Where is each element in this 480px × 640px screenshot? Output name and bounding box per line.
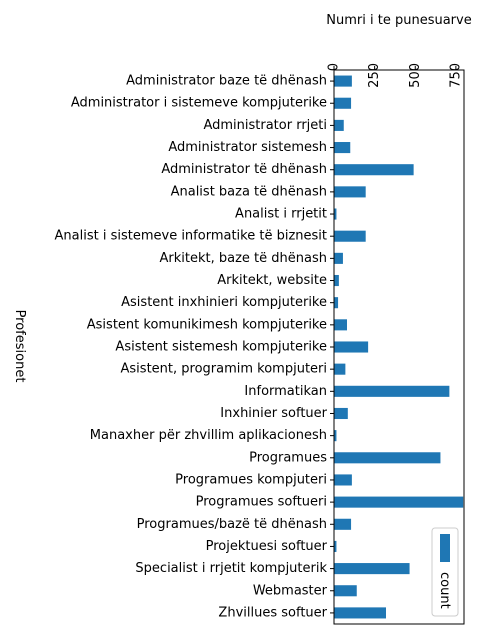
x-tick-label: 750: [448, 63, 463, 88]
legend-swatch: [440, 534, 450, 562]
y-tick-label: Projektuesi softuer: [206, 539, 328, 554]
x-tick-label: 250: [367, 63, 382, 88]
y-tick-label: Informatikan: [244, 384, 327, 399]
bar: [334, 430, 337, 442]
bar: [334, 186, 366, 198]
y-tick-label: Administrator baze të dhënash: [126, 74, 327, 89]
y-tick-label: Arkitekt, baze të dhënash: [160, 251, 327, 266]
y-tick-label: Administrator i sistemeve kompjuterike: [71, 96, 327, 111]
bar: [334, 164, 414, 176]
bar: [334, 97, 352, 109]
x-tick-label: 500: [408, 63, 423, 88]
bar: [334, 385, 450, 397]
y-tick-label: Administrator sistemesh: [168, 140, 327, 155]
bar: [334, 341, 369, 353]
bar: [334, 363, 346, 375]
bar: [334, 474, 352, 486]
bar: [334, 230, 366, 242]
bar: [334, 119, 344, 131]
y-tick-label: Analist i sistemeve informatike të bizne…: [55, 229, 327, 244]
y-tick-label: Programues: [249, 450, 327, 465]
y-tick-label: Manaxher për zhvillim aplikacionesh: [90, 428, 327, 443]
bar: [334, 75, 352, 87]
y-tick-label: Analist i rrjetit: [235, 207, 327, 222]
x-tick-label: 0: [327, 63, 342, 71]
bar: [334, 496, 464, 508]
y-tick-label: Administrator të dhënash: [161, 162, 327, 177]
y-tick-label: Inxhinier softuer: [220, 406, 327, 421]
y-tick-label: Asistent sistemesh kompjuterike: [115, 340, 327, 355]
y-tick-label: Arkitekt, website: [217, 273, 327, 288]
y-tick-label: Webmaster: [253, 583, 328, 598]
bar: [334, 252, 343, 264]
bar: [334, 540, 337, 552]
chart-marks: Administrator baze të dhënash Administrat…: [55, 63, 464, 620]
y-tick-label: Programues softueri: [196, 495, 327, 510]
legend-box: [431, 527, 459, 617]
bar: [334, 208, 337, 220]
bar: [334, 518, 352, 530]
y-tick-label: Specialist i rrjetit kompjuterik: [135, 561, 327, 576]
legend-label: count: [437, 572, 452, 609]
bar: [334, 142, 351, 154]
bar: [334, 585, 357, 597]
bar: [334, 452, 441, 464]
legend: count: [431, 527, 459, 617]
bar: [334, 319, 347, 331]
bar: [334, 297, 339, 309]
bar: [334, 274, 339, 287]
y-tick-label: Asistent komunikimesh kompjuterike: [87, 317, 327, 332]
bar: [334, 407, 348, 420]
x-axis-title: Numri i te punesuarve: [326, 13, 471, 28]
bar: [334, 563, 410, 575]
bar: [334, 607, 386, 619]
y-tick-label: Administrator rrjeti: [203, 118, 327, 133]
y-tick-label: Asistent inxhinieri kompjuterike: [121, 295, 327, 310]
y-tick-label: Programues/bazë të dhënash: [137, 517, 327, 532]
y-tick-label: Programues kompjuteri: [175, 472, 327, 487]
y-axis-title: Profesionet: [12, 310, 27, 383]
y-tick-label: Asistent, programim kompjuteri: [121, 362, 327, 377]
plot-frame: [333, 69, 465, 625]
y-tick-label: Analist baza të dhënash: [171, 184, 327, 199]
y-tick-label: Zhvillues softuer: [218, 605, 327, 620]
